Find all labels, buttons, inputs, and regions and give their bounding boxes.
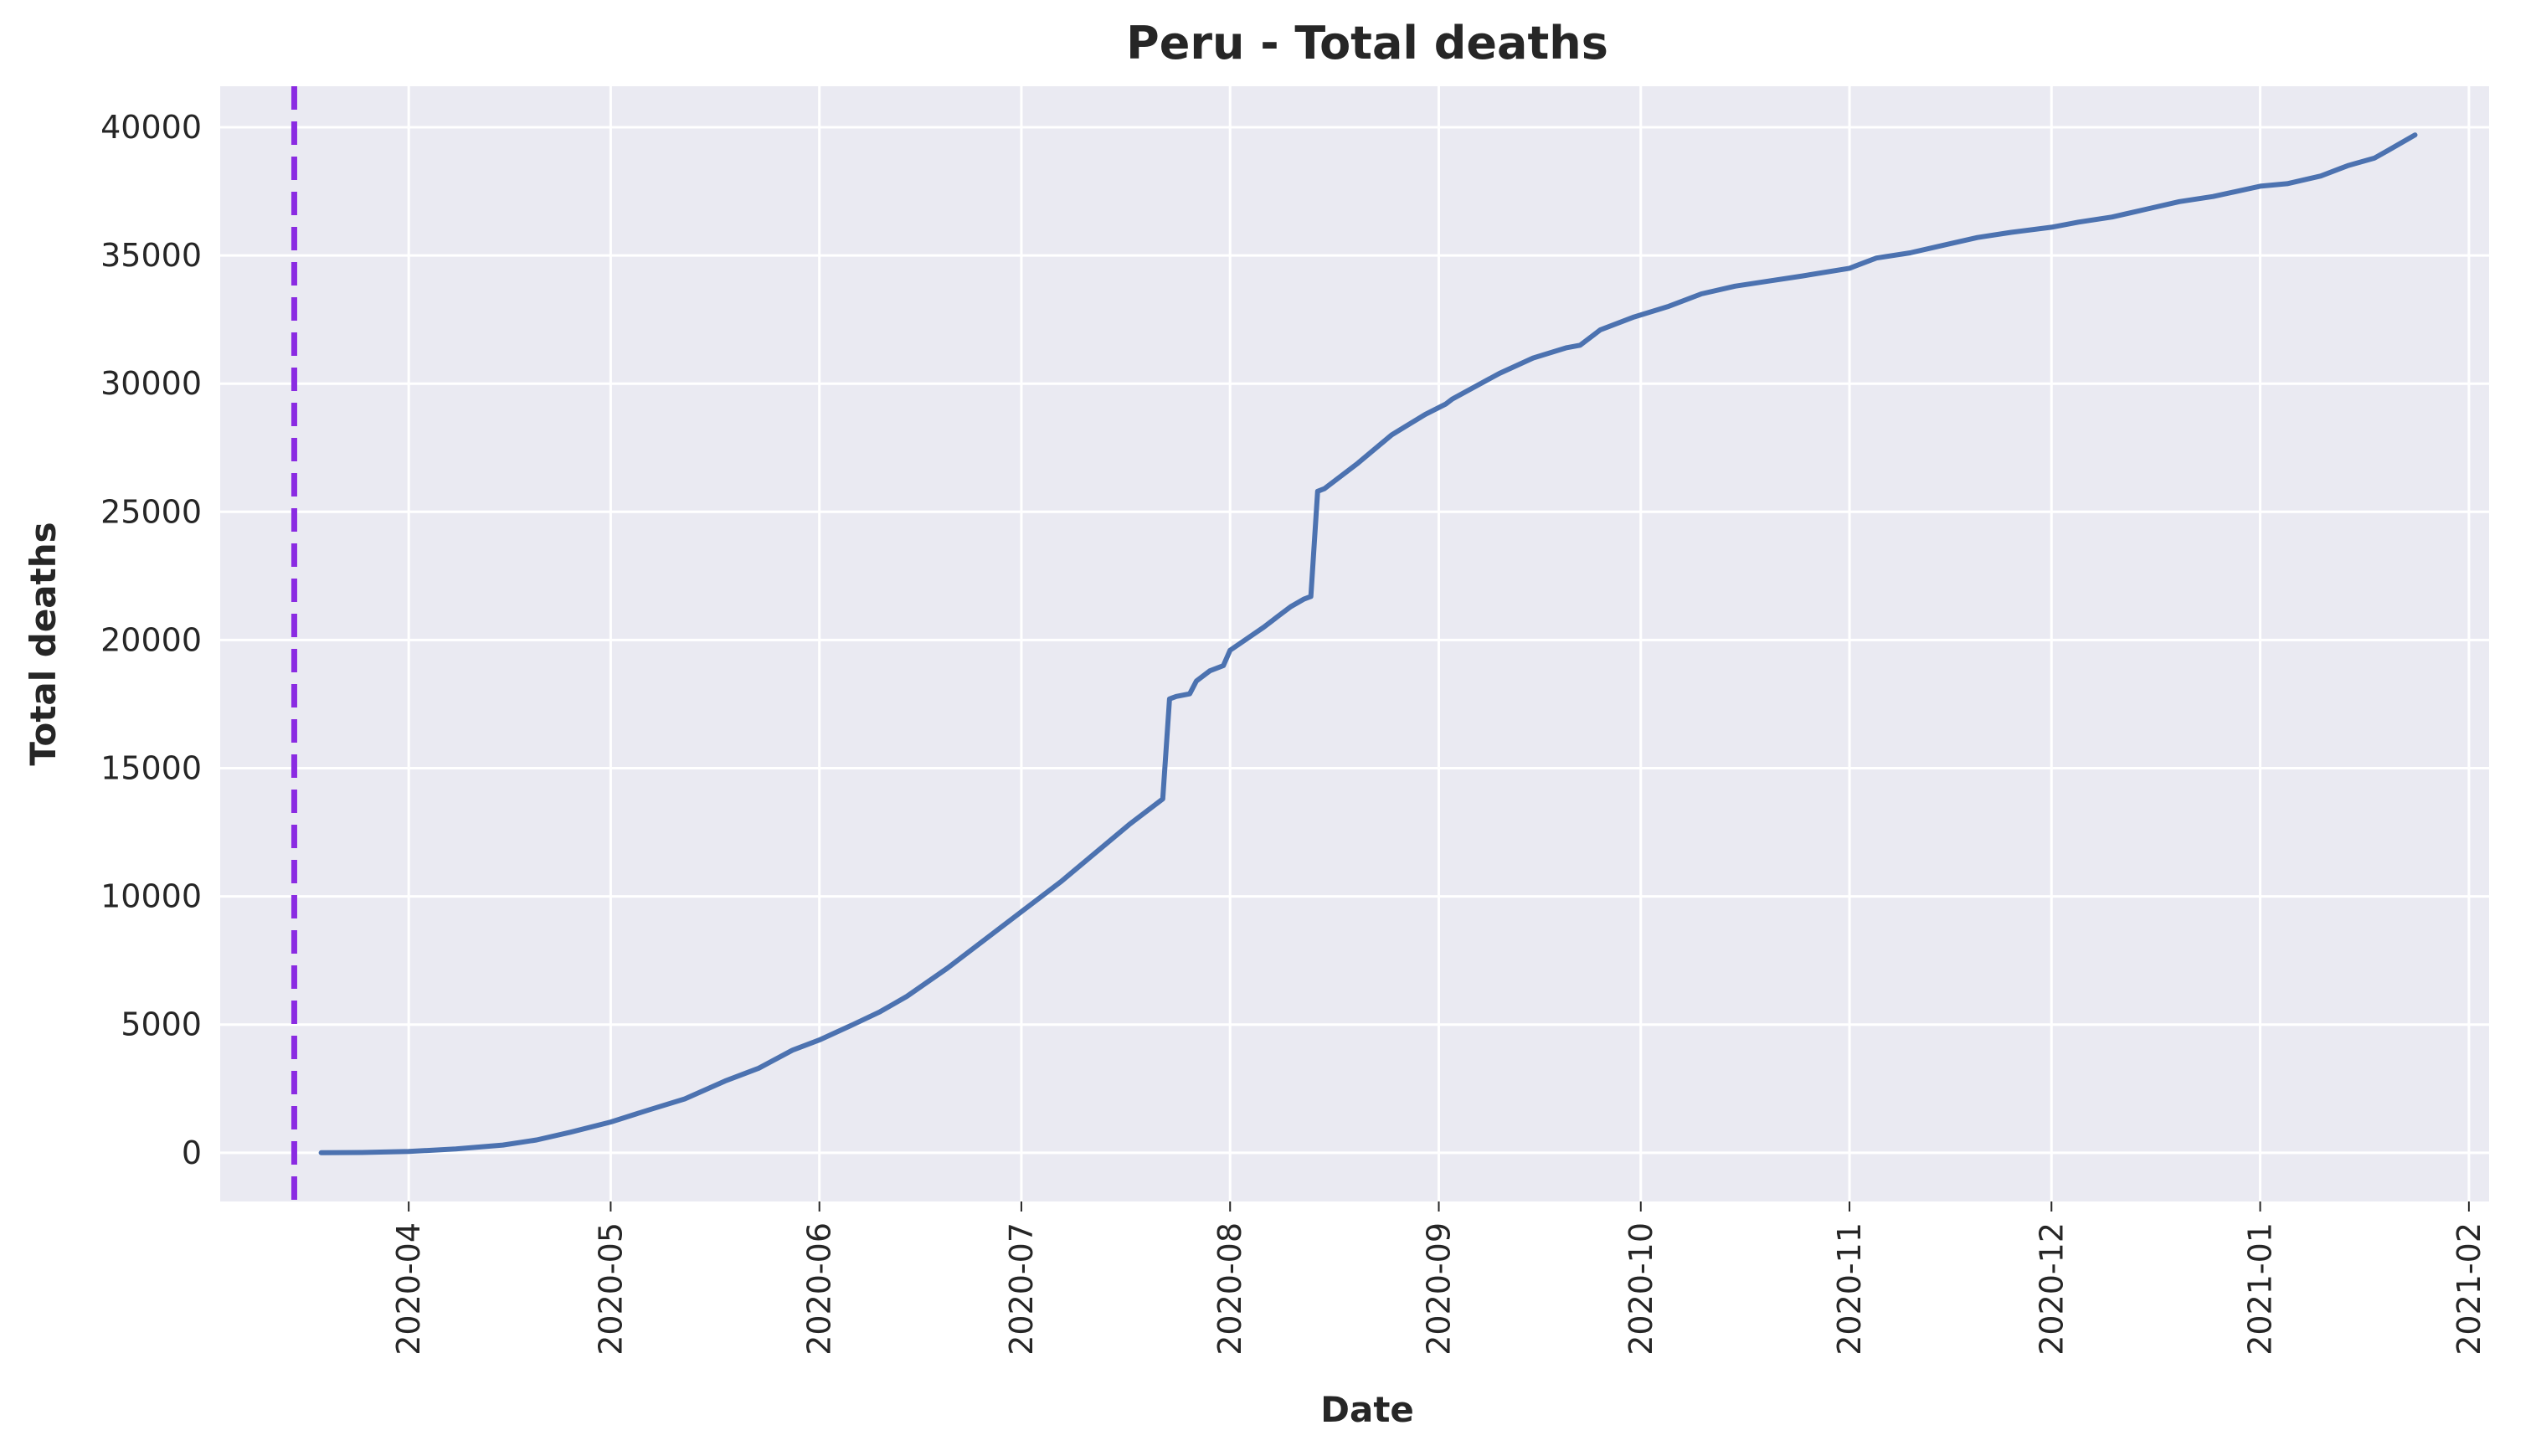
y-tick-label: 25000 xyxy=(100,493,202,530)
y-tick-label: 30000 xyxy=(100,365,202,402)
y-tick-label: 40000 xyxy=(100,109,202,146)
y-tick-label: 10000 xyxy=(100,878,202,915)
x-tick-label: 2021-01 xyxy=(2242,1222,2279,1356)
x-tick-label: 2020-11 xyxy=(1831,1222,1868,1356)
total-deaths-line xyxy=(318,132,2418,1155)
y-axis-ticks: 0 5000 10000 15000 20000 25000 30000 35000 40000 xyxy=(100,109,202,1171)
y-tick-label: 5000 xyxy=(121,1006,202,1043)
y-tick-label: 20000 xyxy=(100,621,202,658)
x-tick-label: 2020-08 xyxy=(1211,1222,1248,1356)
y-axis-title: Total deaths xyxy=(23,522,64,765)
x-axis-title: Date xyxy=(1320,1389,1414,1430)
plot-background xyxy=(220,86,2489,1201)
grid-lines xyxy=(220,86,2489,1201)
x-tick-label: 2021-02 xyxy=(2451,1222,2487,1356)
series-layer xyxy=(318,132,2418,1155)
x-tick-label: 2020-09 xyxy=(1421,1222,1458,1356)
x-tick-label: 2020-06 xyxy=(801,1222,838,1356)
y-tick-label: 15000 xyxy=(100,750,202,787)
x-axis-ticks: 2020-04 2020-05 2020-06 2020-07 2020-08 2020-… xyxy=(390,1201,2487,1356)
y-tick-label: 35000 xyxy=(100,237,202,274)
x-tick-label: 2020-04 xyxy=(390,1222,427,1356)
chart-title: Peru - Total deaths xyxy=(1126,17,1608,69)
y-tick-label: 0 xyxy=(182,1134,202,1171)
x-tick-label: 2020-10 xyxy=(1623,1222,1659,1356)
x-tick-label: 2020-05 xyxy=(592,1222,629,1356)
x-tick-label: 2020-12 xyxy=(2033,1222,2070,1356)
x-tick-label: 2020-07 xyxy=(1003,1222,1040,1356)
